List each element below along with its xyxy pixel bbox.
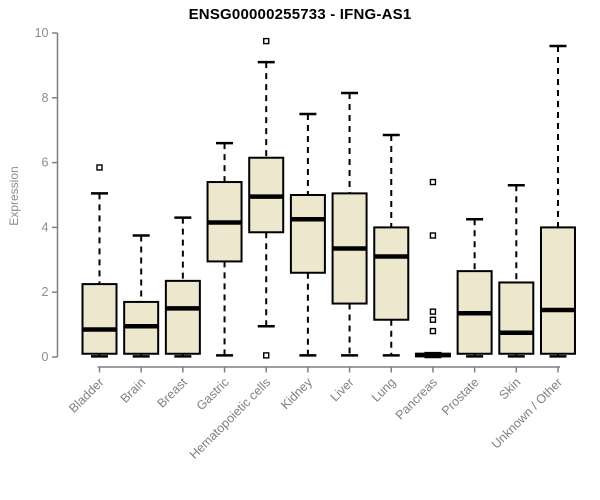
x-category-label: Bladder <box>66 375 106 415</box>
y-tick-label: 10 <box>35 26 49 40</box>
iqr-box <box>81 283 118 355</box>
x-category-label: Kidney <box>278 375 315 412</box>
y-tick-label: 0 <box>42 350 49 364</box>
outlier-point <box>429 308 437 315</box>
iqr-box <box>289 194 326 274</box>
x-category-label: Prostate <box>439 375 482 418</box>
boxplot-gastric <box>206 141 243 357</box>
chart-title: ENSG00000255733 - IFNG-AS1 <box>188 6 412 23</box>
x-category-label: Hematopoietic cells <box>187 375 274 462</box>
iqr-box <box>539 226 576 355</box>
boxplot-hematopoietic-cells <box>248 37 285 359</box>
y-axis: 0 2 4 6 8 10 <box>35 26 59 364</box>
x-category-label: Liver <box>328 375 357 404</box>
x-category-label: Pancreas <box>393 375 440 422</box>
x-category-label: Brain <box>118 375 149 406</box>
boxplot-pancreas <box>414 178 451 359</box>
iqr-box <box>373 226 410 321</box>
iqr-box <box>164 279 201 355</box>
outlier-point <box>263 352 270 359</box>
boxplot-unknown-other <box>539 44 576 358</box>
boxplot-skin <box>498 184 535 358</box>
y-axis-label: Expression <box>7 166 21 226</box>
boxplot-breast <box>164 216 201 358</box>
x-category-label: Breast <box>155 375 191 411</box>
outlier-point <box>263 37 270 45</box>
y-tick-label: 4 <box>42 220 49 234</box>
outlier-point <box>429 232 437 239</box>
outlier-point <box>429 316 437 323</box>
boxplot-bladder <box>81 164 118 358</box>
boxplot-prostate <box>456 218 493 358</box>
x-category-label: Skin <box>496 375 523 402</box>
x-category-label: Lung <box>369 375 399 405</box>
boxplot-brain <box>123 234 160 358</box>
boxplot-liver <box>331 91 368 357</box>
boxplot-lung <box>373 133 410 357</box>
outlier-point <box>429 327 437 335</box>
y-tick-label: 2 <box>42 285 49 299</box>
outlier-point <box>429 178 437 186</box>
outlier-point <box>96 164 103 171</box>
y-tick-label: 6 <box>42 156 49 170</box>
x-category-label: Unknown / Other <box>489 375 565 451</box>
boxplot-kidney <box>289 112 326 357</box>
x-category-label: Gastric <box>194 375 232 413</box>
iqr-box <box>498 281 535 355</box>
y-tick-label: 8 <box>42 91 49 105</box>
